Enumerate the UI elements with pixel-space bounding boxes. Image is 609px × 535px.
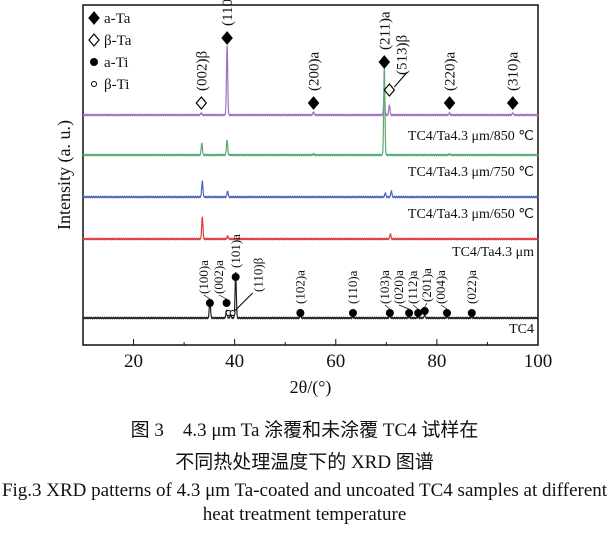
series-line-1 (82, 67, 539, 157)
peak-marker-filled-circle (420, 307, 429, 315)
series-line-3 (82, 216, 539, 241)
peak-marker-filled-circle (443, 309, 451, 317)
peak-marker-filled-diamond (443, 96, 456, 110)
label-leader-line (398, 304, 410, 310)
series-label: TC4/Ta4.3 μm (452, 245, 534, 260)
x-axis-label: 2θ/(°) (290, 377, 332, 398)
peak-label: (020)a (391, 270, 406, 304)
x-tick-label: 20 (124, 351, 143, 372)
peak-marker-open-diamond (195, 96, 208, 110)
x-tick-label: 100 (524, 351, 553, 372)
legend-label: a-Ti (104, 55, 128, 71)
peak-label: (211)a (377, 11, 393, 50)
label-leader-line (424, 302, 428, 308)
peak-marker-filled-diamond (307, 96, 320, 110)
peak-marker-filled-circle (222, 299, 231, 307)
xrd-chart: 20 40 60 80 100 2θ/(°) Intensity (a. u.) TC4/Ta… (54, 0, 553, 398)
caption-cn-line1: 图 3 4.3 μm Ta 涂覆和未涂覆 TC4 试样在 (130, 420, 479, 441)
peak-label: (102)a (292, 270, 307, 304)
peak-label: (100)a (196, 260, 211, 294)
label-leader-line (218, 294, 227, 300)
peak-label: (220)a (443, 52, 459, 91)
x-tick-label: 80 (427, 351, 446, 372)
peak-marker-filled-diamond (506, 96, 519, 110)
peak-label: (004)a (433, 270, 448, 304)
peak-label: (101)a (228, 234, 243, 268)
y-axis-label: Intensity (a. u.) (54, 120, 75, 230)
arrow-line (234, 292, 253, 312)
peak-label: (002)a (211, 260, 226, 294)
label-leader-line (412, 304, 419, 310)
peak-marker-filled-diamond (221, 31, 233, 45)
series-label: TC4 (509, 322, 534, 337)
peak-marker-filled-diamond (378, 55, 391, 69)
legend-marker-filled-diamond (88, 11, 100, 25)
series-line-2 (82, 180, 539, 199)
series-line-0 (82, 45, 539, 117)
peak-marker-filled-circle (405, 309, 414, 317)
peak-label: (513)β (394, 35, 410, 75)
x-tick-label: 60 (326, 351, 345, 372)
peak-marker-filled-circle (296, 309, 305, 317)
peak-label: (103)a (377, 270, 392, 304)
legend-label: β-Ti (104, 77, 129, 93)
peak-label: (110)β (251, 257, 266, 292)
peak-marker-filled-circle (348, 309, 357, 317)
label-leader-line (384, 304, 391, 310)
series-line-4 (82, 271, 539, 320)
legend-marker-open-diamond (88, 33, 100, 47)
peak-label: (112)a (405, 270, 420, 304)
arrow-line (393, 71, 408, 88)
label-leader-line (203, 294, 211, 300)
label-leader-line (440, 304, 448, 310)
legend-label: β-Ta (104, 33, 132, 49)
x-tick-label: 40 (225, 351, 244, 372)
peak-label: (201)a (419, 268, 434, 302)
peak-marker-filled-circle (414, 309, 423, 317)
peak-label: (200)a (307, 52, 323, 91)
series-label: TC4/Ta4.3 μm/850 ℃ (408, 129, 534, 144)
peak-marker-open-circle (229, 310, 236, 316)
peak-label: (022)a (464, 270, 479, 304)
series-label: TC4/Ta4.3 μm/650 ℃ (408, 207, 534, 222)
legend-marker-open-circle (91, 81, 97, 87)
plot-frame (82, 4, 539, 346)
peak-marker-open-diamond (383, 83, 396, 97)
peak-label: (002)β (194, 51, 210, 91)
series-label: TC4/Ta4.3 μm/750 ℃ (408, 165, 534, 180)
peak-label: (310)a (506, 52, 522, 91)
peak-marker-filled-circle (385, 309, 394, 317)
peak-marker-filled-circle (467, 309, 476, 317)
legend-label: a-Ta (104, 11, 131, 27)
peak-label: (110)a (220, 0, 236, 26)
legend-marker-filled-circle (90, 58, 98, 66)
peak-marker-filled-circle (205, 299, 214, 307)
caption-cn-line2: 不同热处理温度下的 XRD 图谱 (175, 452, 434, 473)
peak-marker-filled-circle (231, 273, 240, 281)
peak-label: (110)a (345, 270, 360, 304)
caption-en: Fig.3 XRD patterns of 4.3 μm Ta-coated a… (1, 480, 608, 525)
